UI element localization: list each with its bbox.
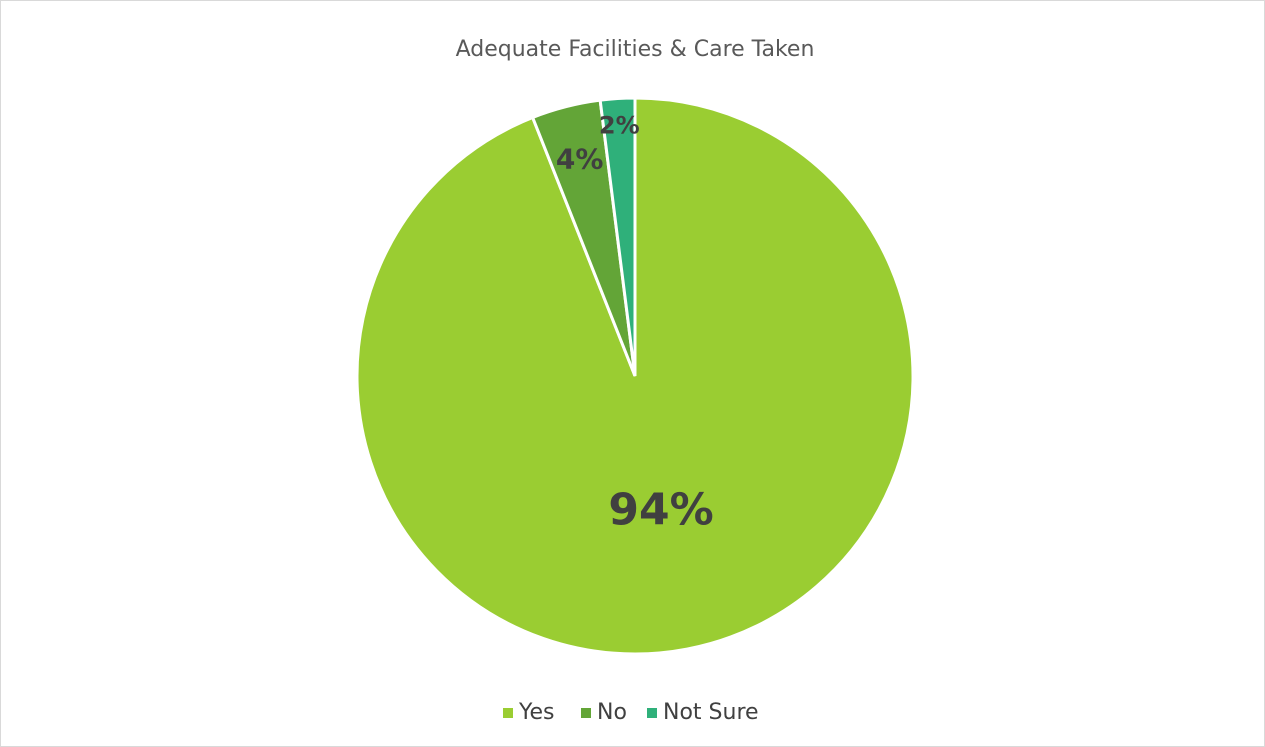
data-label: 94% <box>608 485 713 536</box>
legend-label: Yes <box>518 700 555 725</box>
legend-swatch <box>503 708 513 718</box>
pie-slice <box>598 96 637 377</box>
legend-label: No <box>597 700 627 725</box>
data-label: 4% <box>556 143 604 176</box>
chart-title: Adequate Facilities & Care Taken <box>456 37 815 62</box>
data-label: 2% <box>599 111 640 139</box>
legend-swatch <box>647 708 657 718</box>
legend-swatch <box>581 708 591 718</box>
legend-label: Not Sure <box>663 700 759 725</box>
